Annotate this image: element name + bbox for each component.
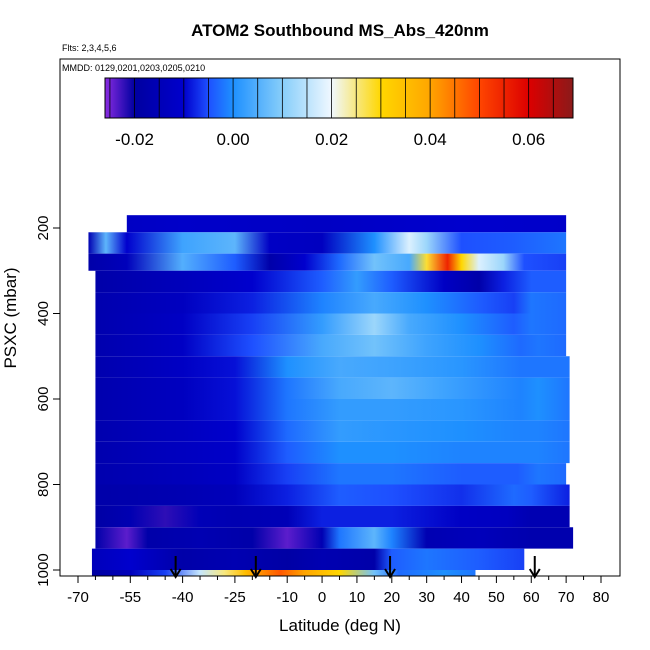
heatmap-band [95, 399, 570, 421]
x-tick-label: 50 [488, 589, 505, 606]
colorbar-tick-label: 0.00 [217, 130, 250, 149]
heatmap-band [91, 548, 525, 570]
y-axis-label: PSXC (mbar) [1, 267, 20, 368]
x-tick-label: 70 [558, 589, 575, 606]
y-tick-label: 400 [35, 301, 52, 326]
x-axis-label: Latitude (deg N) [279, 616, 401, 635]
heatmap-band [95, 527, 574, 549]
x-tick-label: -10 [276, 589, 298, 606]
heatmap-band [95, 463, 567, 485]
latitude-marker-arrow [169, 556, 182, 579]
x-axis: -70 -55 -40 -25 -10 0 10 20 30 40 50 60 70 80 [67, 576, 609, 606]
heatmap-band [95, 356, 570, 378]
heatmap-band [88, 253, 567, 271]
heatmap-band [95, 420, 570, 442]
heatmap-band [95, 484, 570, 506]
heatmap-band [88, 232, 567, 254]
colorbar-tick-label: 0.06 [512, 130, 545, 149]
latitude-marker-arrow [384, 556, 396, 579]
colorbar-gradient [104, 77, 574, 119]
dates-subtitle: MMDD: 0129,0201,0203,0205,0210 [62, 63, 205, 73]
heatmap-band [95, 292, 567, 314]
colorbar-tick-label: 0.02 [315, 130, 348, 149]
x-tick-label: 80 [593, 589, 610, 606]
x-tick-label: 60 [523, 589, 540, 606]
heatmap-band [95, 313, 567, 335]
y-tick-label: 200 [35, 215, 52, 240]
latitude-marker-arrow [249, 556, 262, 579]
x-tick-label: -70 [67, 589, 89, 606]
latitude-marker-arrow [528, 556, 541, 579]
heatmap-band [95, 334, 567, 357]
x-tick-label: 20 [383, 589, 400, 606]
chart-title: ATOM2 Southbound MS_Abs_420nm [191, 21, 489, 40]
flights-subtitle: Flts: 2,3,4,5,6 [62, 43, 117, 53]
heatmap-band [91, 570, 476, 576]
heatmap-bands [88, 215, 574, 576]
heatmap-band [95, 441, 570, 464]
colorbar-tick-labels: -0.02 0.00 0.02 0.04 0.06 [115, 130, 545, 149]
heatmap-band [126, 215, 567, 233]
x-tick-label: -55 [119, 589, 141, 606]
x-tick-label: 0 [318, 589, 326, 606]
y-axis: 200 400 600 800 1000 [35, 215, 60, 587]
colorbar-tick-label: 0.04 [414, 130, 447, 149]
x-tick-label: -25 [224, 589, 246, 606]
x-tick-label: 40 [453, 589, 470, 606]
y-tick-label: 600 [35, 386, 52, 411]
x-tick-label: -40 [172, 589, 194, 606]
x-tick-label: 30 [418, 589, 435, 606]
y-tick-label: 800 [35, 472, 52, 497]
latitude-markers [169, 556, 541, 579]
x-tick-label: 10 [349, 589, 366, 606]
colorbar [104, 77, 574, 119]
heatmap-band [95, 270, 567, 293]
heatmap-band [95, 377, 570, 399]
colorbar-tick-label: -0.02 [115, 130, 154, 149]
heatmap-band [95, 505, 570, 528]
y-tick-label: 1000 [35, 553, 52, 586]
